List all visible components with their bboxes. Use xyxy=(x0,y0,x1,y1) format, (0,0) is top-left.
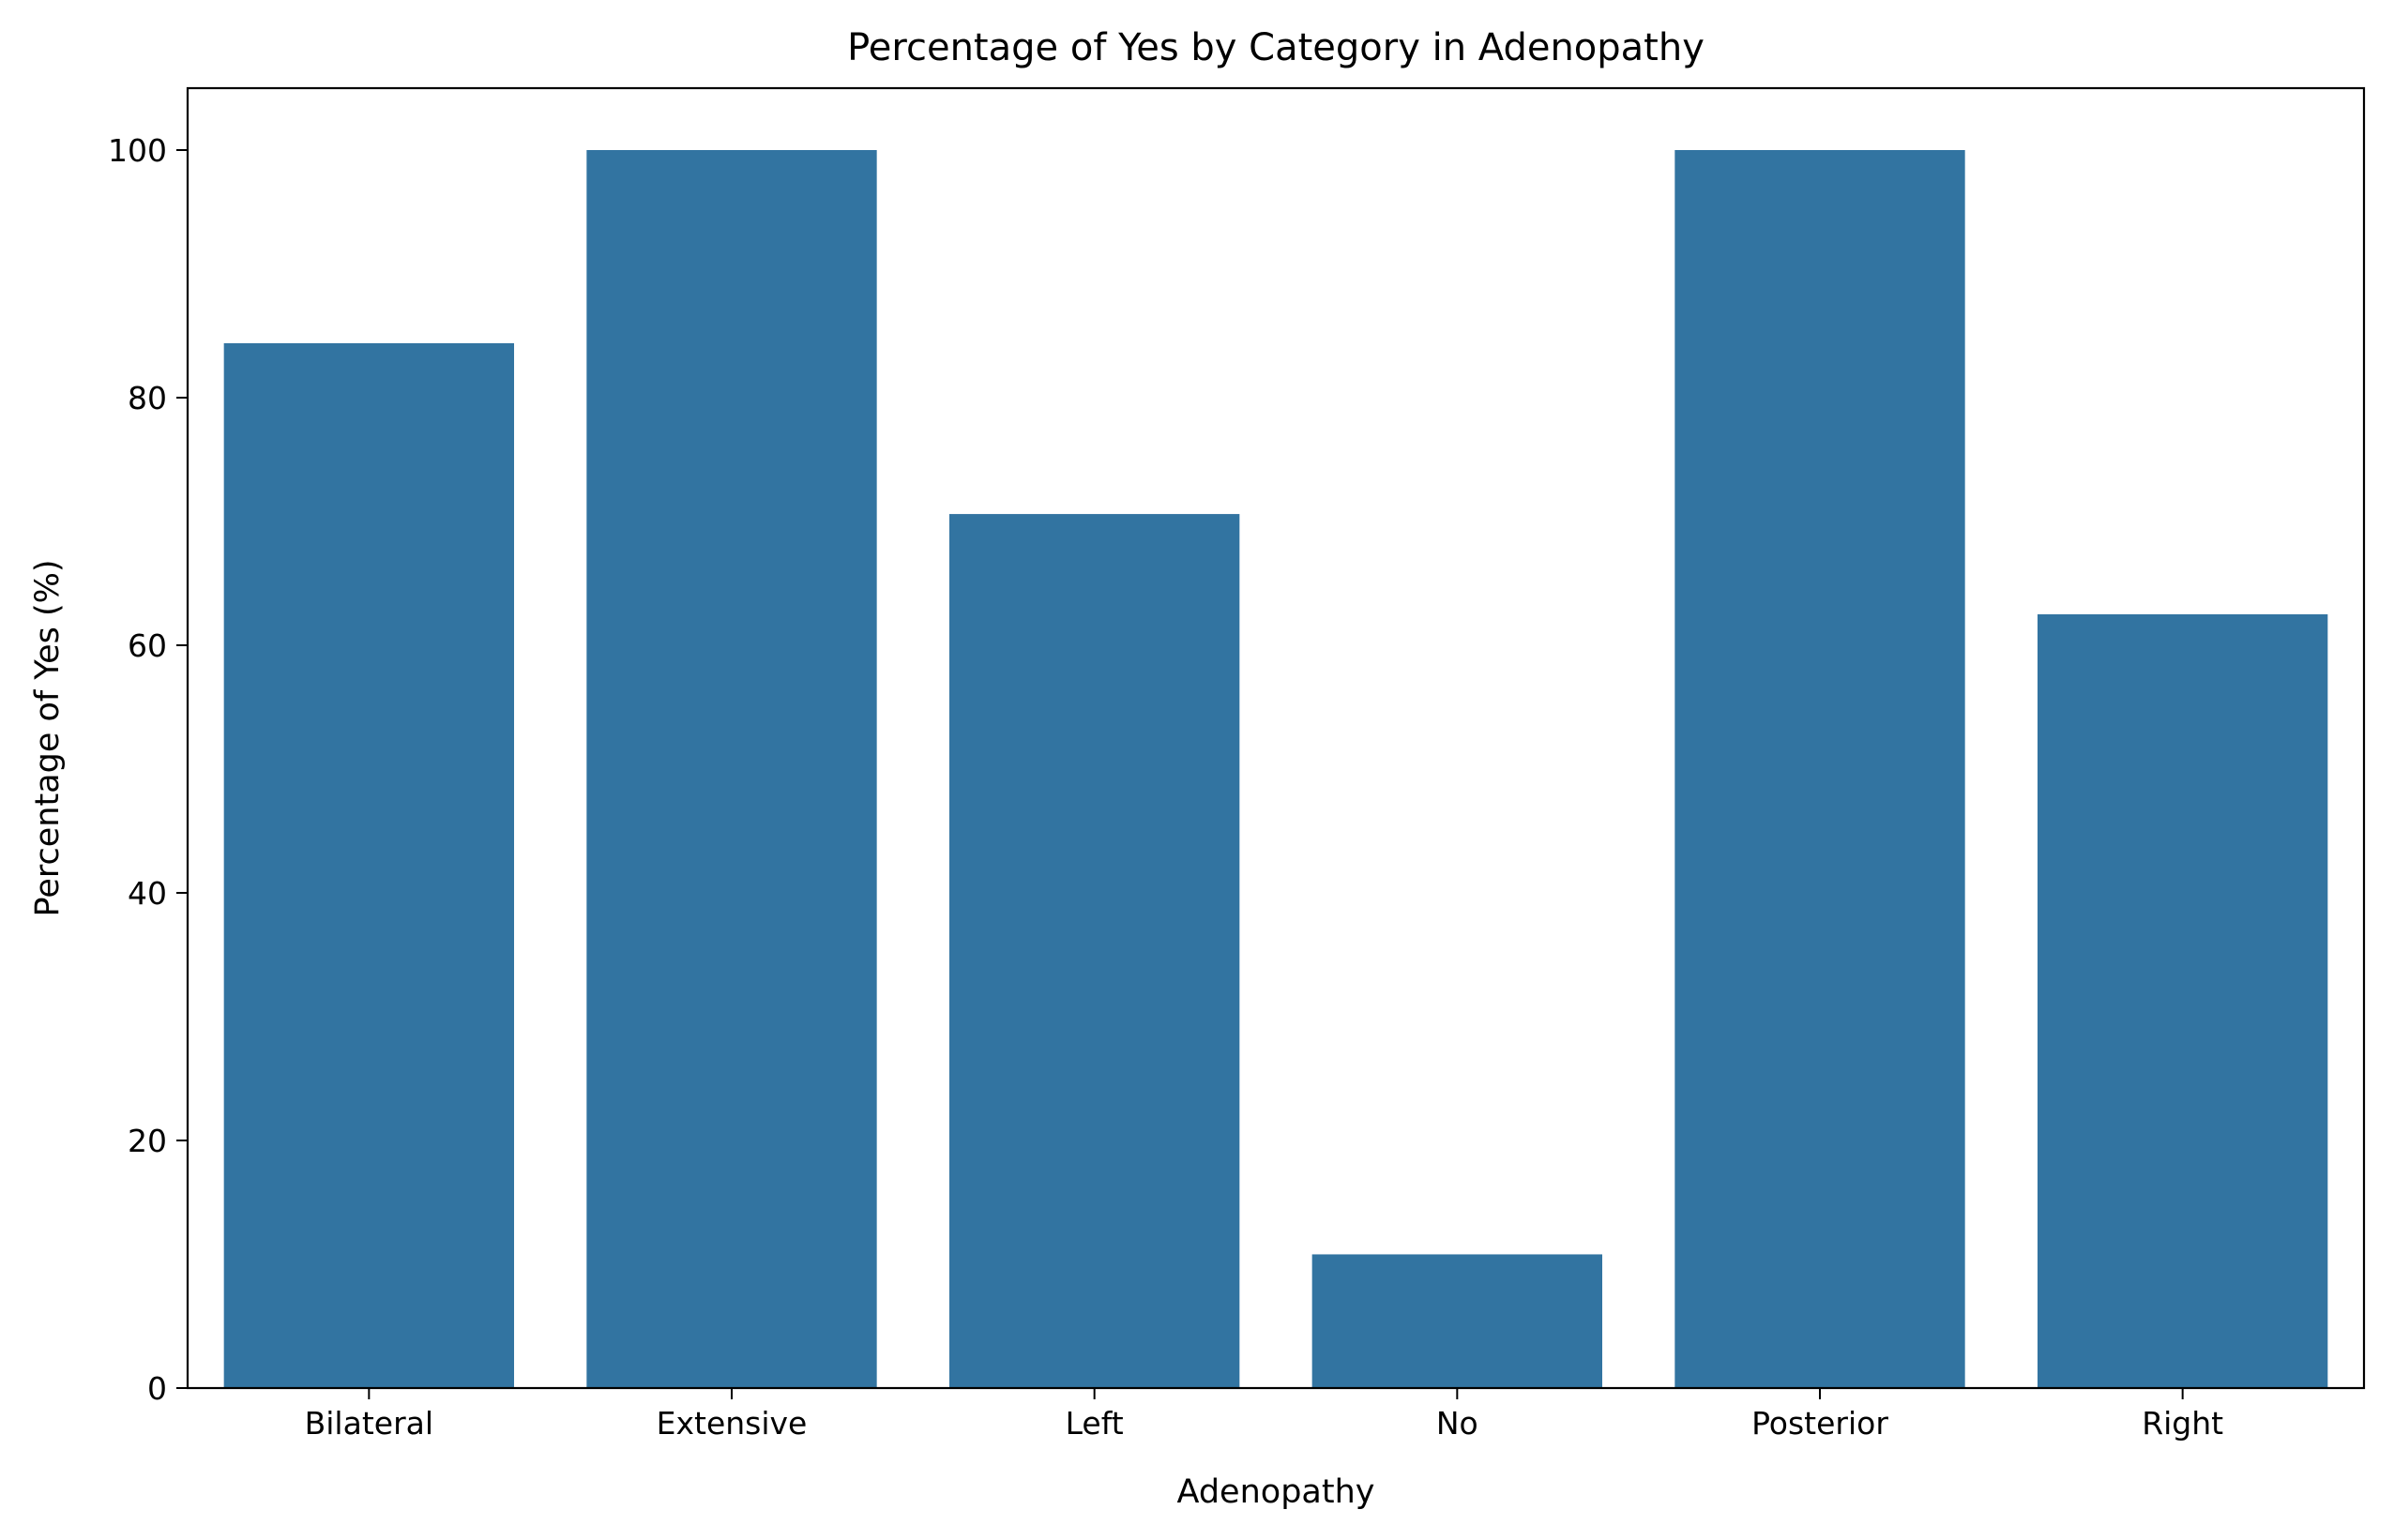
y-axis-ticks: 0 20 40 60 80 100 xyxy=(108,132,188,1407)
x-tick-label-bilateral: Bilateral xyxy=(305,1405,433,1442)
y-tick-label-60: 60 xyxy=(128,627,167,664)
bar-right xyxy=(2038,614,2328,1388)
plot-frame xyxy=(186,86,2366,1390)
y-tick-label-0: 0 xyxy=(147,1370,167,1407)
x-tick-label-posterior: Posterior xyxy=(1751,1405,1888,1442)
y-tick-label-20: 20 xyxy=(128,1123,167,1159)
x-axis-label: Adenopathy xyxy=(1177,1473,1375,1511)
y-axis-label: Percentage of Yes (%) xyxy=(29,559,67,916)
y-tick-label-40: 40 xyxy=(128,875,167,912)
x-tick-label-left: Left xyxy=(1066,1405,1124,1442)
bar-extensive xyxy=(586,150,877,1388)
bars-layer xyxy=(223,150,2328,1388)
x-axis-ticks: Bilateral Extensive Left No Posterior Right xyxy=(305,1388,2223,1442)
x-tick-label-no: No xyxy=(1436,1405,1478,1442)
bar-no xyxy=(1311,1254,1602,1388)
y-tick-label-100: 100 xyxy=(108,132,167,169)
x-tick-label-extensive: Extensive xyxy=(657,1405,808,1442)
bar-bilateral xyxy=(223,342,514,1388)
x-tick-label-right: Right xyxy=(2142,1405,2223,1442)
bar-posterior xyxy=(1674,150,1965,1388)
chart-title: Percentage of Yes by Category in Adenopa… xyxy=(847,26,1705,69)
y-tick-label-80: 80 xyxy=(128,380,167,416)
bar-left xyxy=(949,514,1240,1388)
